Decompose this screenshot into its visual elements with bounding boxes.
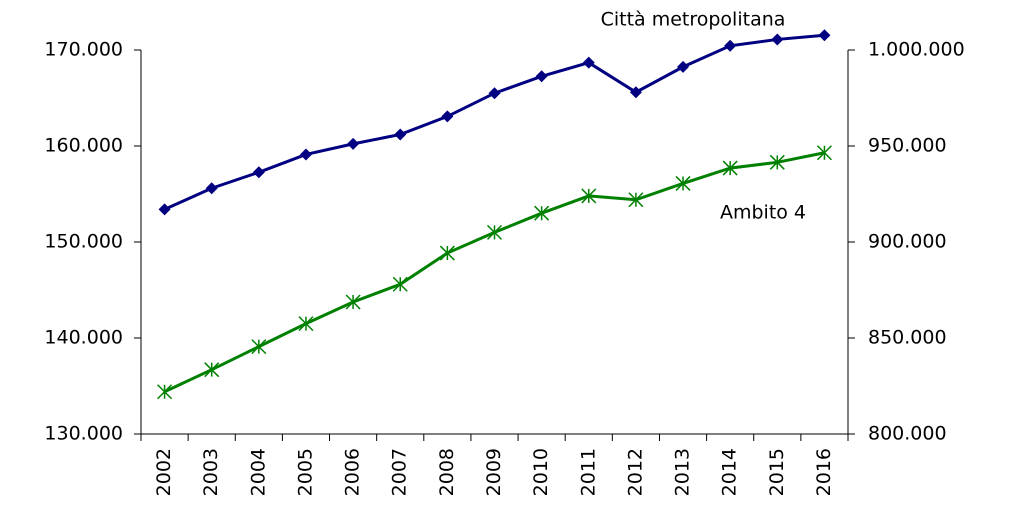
series-label: Città metropolitana — [601, 9, 786, 31]
series-line — [163, 33, 825, 211]
marker — [629, 86, 642, 99]
y2-tick-label: 800.000 — [868, 423, 947, 445]
marker — [724, 39, 737, 52]
marker — [628, 192, 644, 208]
marker — [157, 384, 173, 400]
x-tick-label: 2015 — [766, 448, 788, 496]
marker — [488, 87, 501, 100]
marker — [722, 160, 738, 176]
marker — [534, 205, 550, 221]
x-tick-label: 2002 — [153, 448, 175, 496]
x-tick-label: 2006 — [342, 448, 364, 496]
x-tick-label: 2013 — [672, 448, 694, 496]
y-tick-label: 170.000 — [44, 39, 123, 61]
series-line — [163, 151, 825, 394]
y2-tick-label: 950.000 — [868, 135, 947, 157]
marker — [581, 188, 597, 204]
marker — [347, 137, 360, 150]
y-tick-label: 150.000 — [44, 231, 123, 253]
x-tick-label: 2016 — [813, 448, 835, 496]
x-tick-label: 2012 — [624, 448, 646, 496]
x-tick-label: 2010 — [530, 448, 552, 496]
x-tick-label: 2014 — [719, 448, 741, 496]
marker — [675, 175, 691, 191]
marker — [205, 182, 218, 195]
marker — [298, 316, 314, 332]
marker — [204, 362, 220, 378]
y-tick-label: 160.000 — [44, 135, 123, 157]
marker — [769, 154, 785, 170]
marker — [345, 294, 361, 310]
marker — [252, 166, 265, 179]
marker — [535, 70, 548, 83]
marker — [251, 339, 267, 355]
series-label: Ambito 4 — [720, 202, 806, 224]
marker — [582, 56, 595, 69]
marker — [677, 60, 690, 73]
x-tick-label: 2009 — [483, 448, 505, 496]
y2-tick-label: 1.000.000 — [868, 39, 965, 61]
x-tick-label: 2005 — [294, 448, 316, 496]
x-tick-label: 2004 — [247, 448, 269, 496]
x-tick-label: 2008 — [436, 448, 458, 496]
marker — [816, 145, 832, 161]
marker — [392, 276, 408, 292]
x-tick-label: 2007 — [389, 448, 411, 496]
marker — [441, 110, 454, 123]
y-tick-label: 140.000 — [44, 327, 123, 349]
marker — [394, 128, 407, 141]
marker — [299, 148, 312, 161]
marker — [486, 224, 503, 240]
x-tick-label: 2011 — [577, 448, 599, 496]
marker — [818, 29, 831, 42]
marker — [158, 203, 171, 216]
marker — [771, 33, 784, 46]
y-tick-label: 130.000 — [44, 423, 123, 445]
marker — [439, 245, 455, 261]
y2-tick-label: 900.000 — [868, 231, 947, 253]
y2-tick-label: 850.000 — [868, 327, 947, 349]
x-tick-label: 2003 — [200, 448, 222, 496]
